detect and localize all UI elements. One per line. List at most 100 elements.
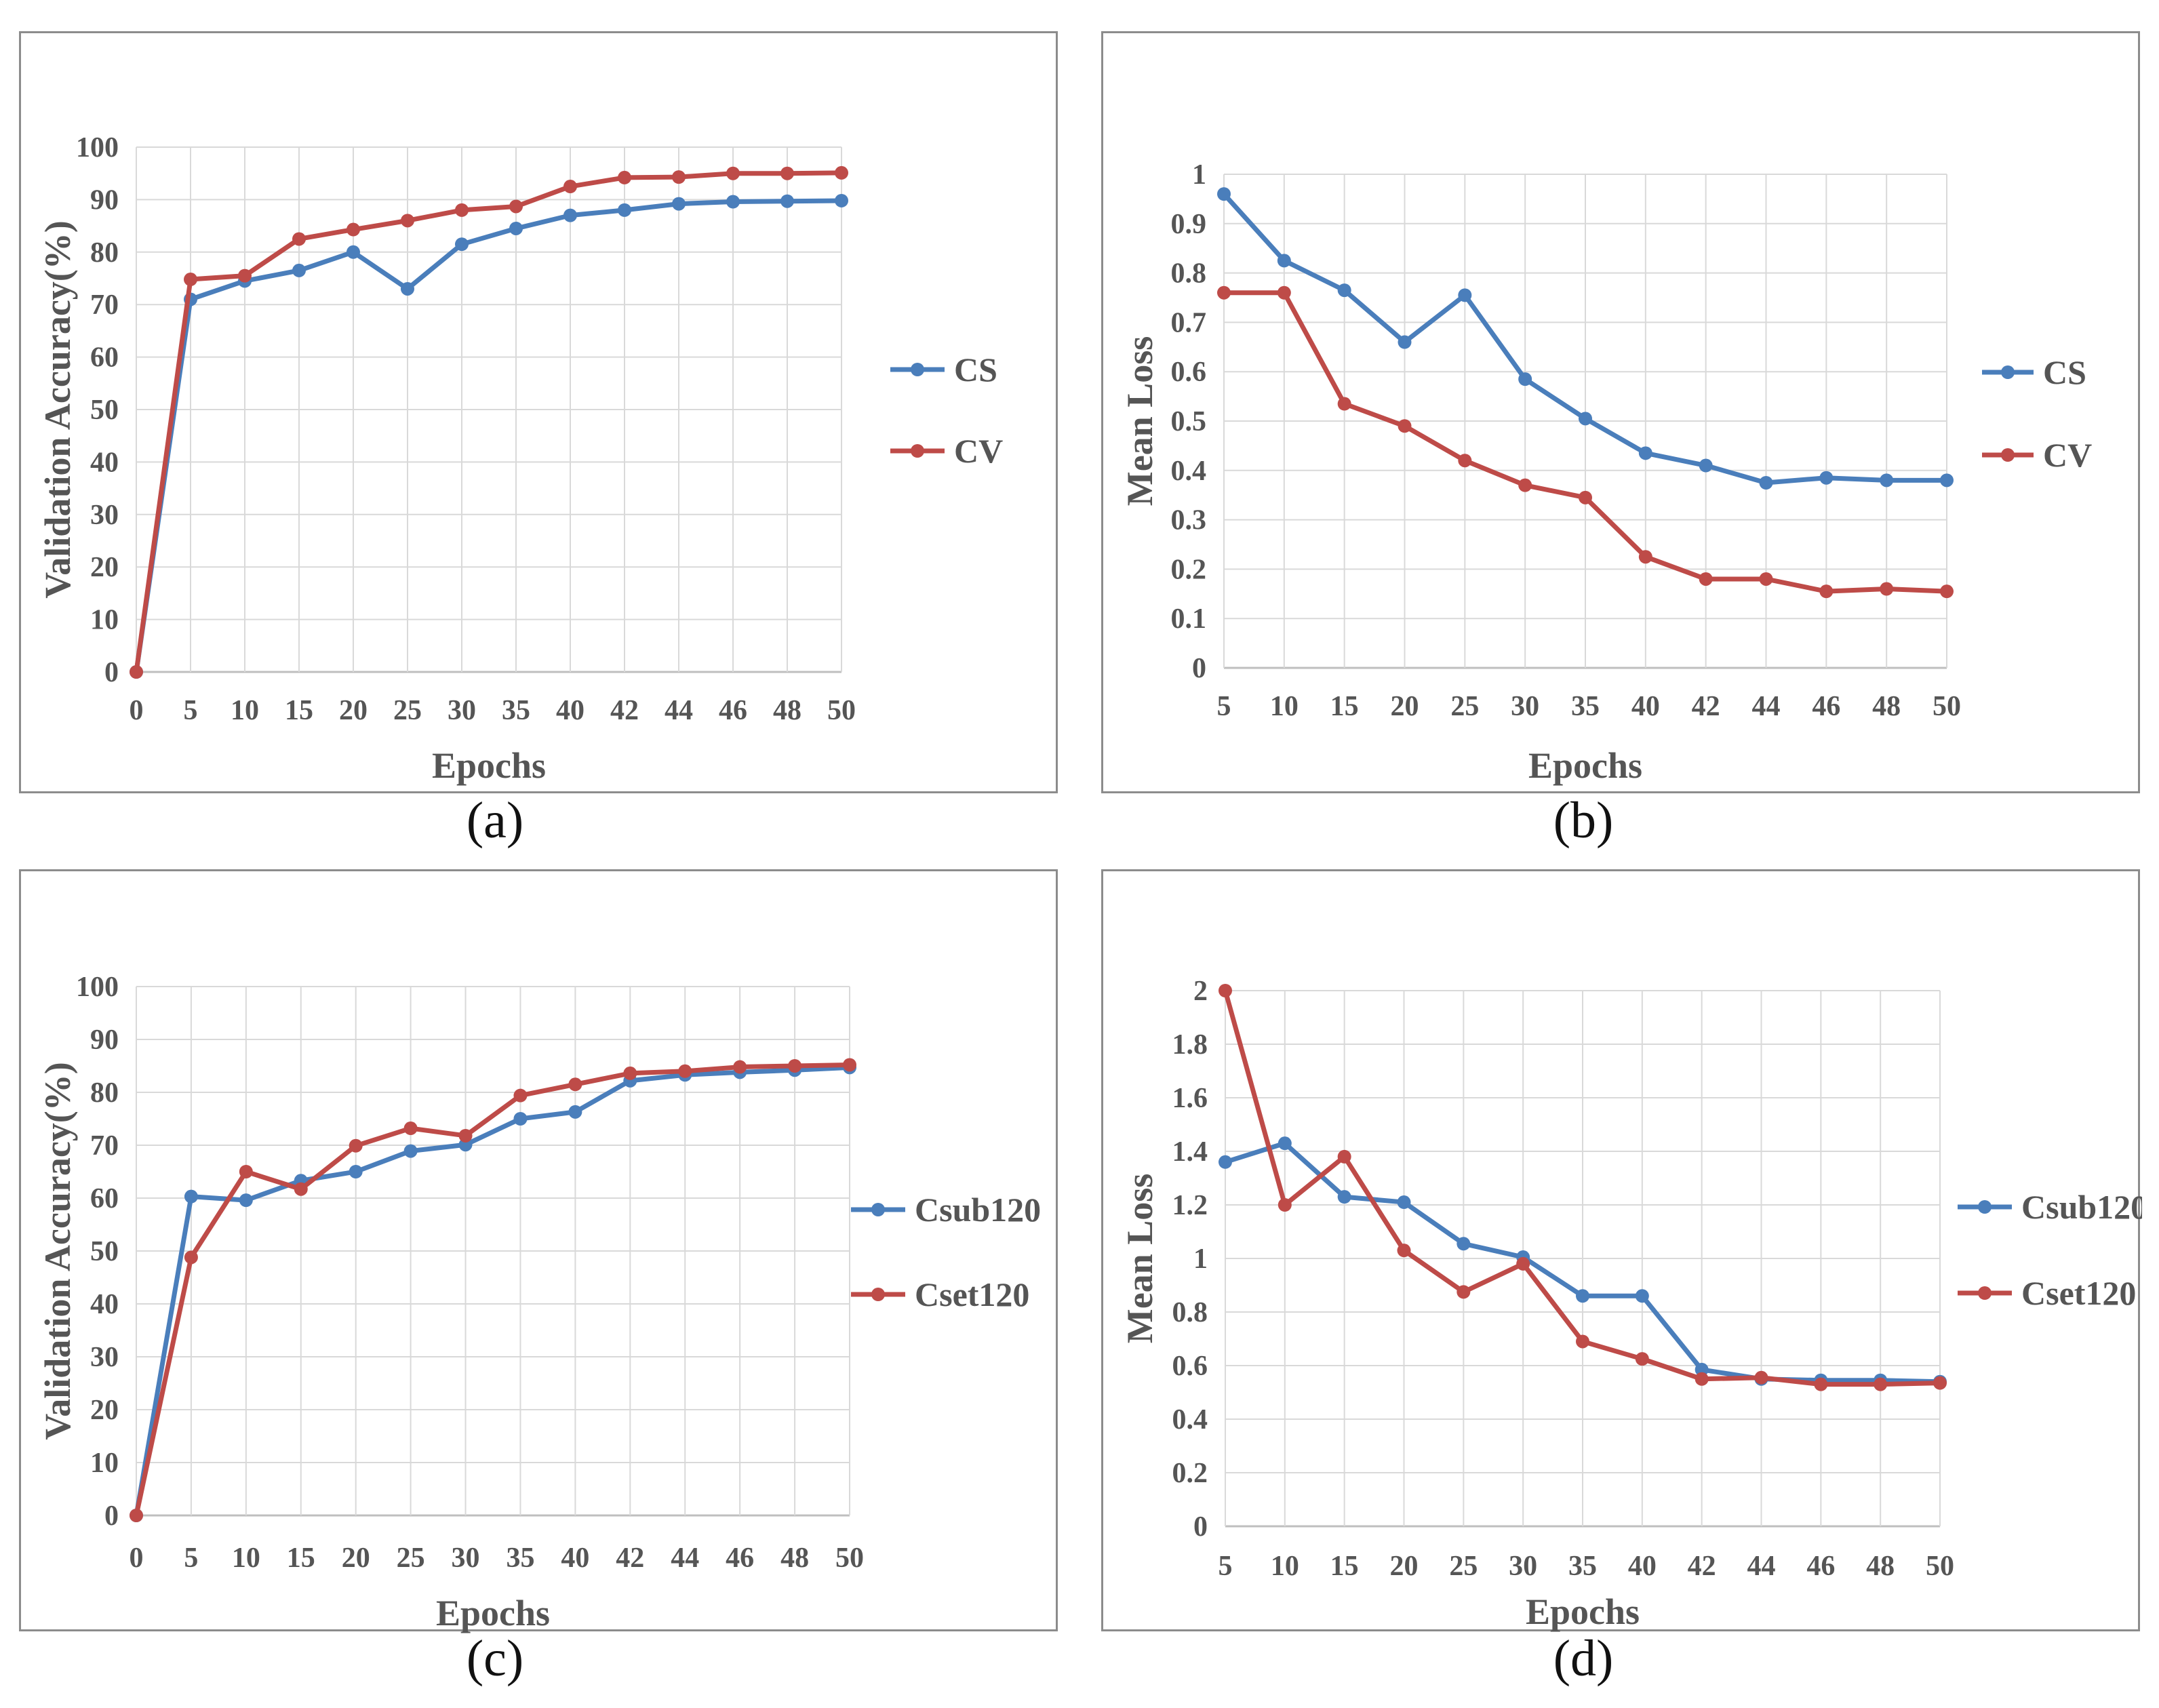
data-point [513, 1112, 528, 1126]
x-tick-label: 15 [1330, 691, 1359, 722]
data-point [1880, 473, 1894, 488]
x-tick-label: 35 [502, 695, 530, 726]
data-point [239, 1165, 253, 1178]
x-tick-label: 30 [1509, 1551, 1537, 1582]
gridlines [1225, 990, 1941, 1528]
data-point [1880, 582, 1894, 596]
data-point [1457, 1285, 1471, 1299]
x-tick-label: 35 [1568, 1551, 1597, 1582]
gridlines [136, 986, 850, 1517]
data-point [843, 1058, 856, 1072]
x-tick-label: 50 [835, 1543, 864, 1574]
legend: Csub120 Cset120 [1958, 1188, 2142, 1312]
x-tick-label: 50 [827, 695, 856, 726]
y-tick-label: 0.6 [1171, 357, 1207, 388]
series-cs [1217, 187, 1954, 490]
data-point [184, 273, 197, 287]
data-point [509, 199, 523, 214]
x-tick-label: 15 [1330, 1551, 1359, 1582]
legend-marker [1978, 1286, 1992, 1300]
y-tick-label: 0.7 [1171, 307, 1207, 338]
x-tick-label: 10 [232, 1543, 260, 1574]
x-axis-title: Epochs [436, 1593, 550, 1633]
data-point [1874, 1377, 1888, 1391]
caption-c: (c) [466, 1630, 524, 1687]
data-point [1516, 1256, 1530, 1271]
y-tick-label: 0 [104, 657, 119, 688]
x-tick-label: 25 [393, 695, 422, 726]
x-tick-label: 20 [339, 695, 368, 726]
gridlines [136, 146, 842, 673]
legend-label: Csub120 [915, 1191, 1041, 1229]
data-point [1337, 397, 1351, 411]
legend-label: CS [2043, 353, 2086, 391]
data-point [780, 166, 794, 180]
legend-label: CS [954, 351, 997, 389]
y-tick-label: 40 [90, 1289, 119, 1320]
data-point [1576, 1334, 1589, 1349]
chart-c: 0 10 20 30 40 50 60 70 80 90 100 0 5 10 15 20 25 30 35 40 42… [37, 972, 1041, 1633]
x-tick-label: 50 [1933, 691, 1961, 722]
y-tick-label: 1.6 [1172, 1083, 1208, 1114]
y-tick-label: 0 [1192, 653, 1206, 684]
data-point [1635, 1289, 1649, 1303]
x-tick-label: 46 [719, 695, 747, 726]
data-point [509, 221, 523, 235]
data-point [1699, 572, 1713, 586]
x-tick-label: 48 [773, 695, 801, 726]
y-tick-label: 0.4 [1172, 1404, 1208, 1435]
data-point [1398, 419, 1412, 433]
data-point [1458, 454, 1472, 468]
x-tick-label: 40 [1628, 1551, 1657, 1582]
x-tick-label: 42 [1688, 1551, 1716, 1582]
caption-b: (b) [1553, 792, 1614, 849]
x-tick-label: 30 [448, 695, 476, 726]
data-point [726, 195, 740, 209]
y-tick-label: 0.4 [1171, 456, 1207, 487]
x-axis-title: Epochs [1528, 745, 1642, 786]
data-point [1819, 471, 1834, 485]
y-tick-label: 20 [90, 1395, 119, 1426]
series-line [134, 1062, 850, 1516]
data-point [835, 193, 848, 207]
series-line [134, 198, 842, 673]
x-tick-label: 10 [231, 695, 259, 726]
series-csub120 [130, 1060, 856, 1522]
data-point [292, 263, 306, 277]
series-cs [130, 193, 848, 679]
y-axis-title: Validation Accuracy(%) [37, 220, 78, 598]
data-point [238, 269, 252, 283]
data-point [1458, 288, 1472, 302]
y-tick-label: 70 [90, 1130, 119, 1161]
data-point [1337, 1190, 1351, 1204]
caption-d: (d) [1553, 1630, 1614, 1687]
data-point [401, 214, 414, 228]
legend-marker [911, 363, 924, 376]
data-point [1579, 490, 1592, 504]
data-point [563, 208, 577, 222]
y-tick-label: 90 [90, 1025, 119, 1056]
data-point [1699, 458, 1713, 473]
x-tick-label: 42 [616, 1543, 644, 1574]
x-tick-label: 48 [1872, 691, 1901, 722]
data-point [346, 222, 360, 237]
data-point [1217, 187, 1231, 201]
legend-label: Csub120 [2021, 1188, 2142, 1226]
data-point [349, 1165, 363, 1178]
x-tick-label: 42 [1692, 691, 1720, 722]
x-tick-label: 46 [726, 1543, 754, 1574]
x-tick-label: 15 [285, 695, 313, 726]
y-tick-label: 50 [90, 1236, 119, 1267]
caption-a: (a) [466, 792, 524, 849]
data-point [733, 1060, 747, 1074]
y-tick-label: 70 [90, 290, 119, 321]
series-line [134, 1065, 850, 1516]
y-tick-label: 20 [90, 552, 119, 583]
x-tick-label: 0 [130, 695, 144, 726]
data-point [513, 1088, 528, 1103]
y-tick-label: 10 [90, 605, 119, 636]
y-tick-label: 0.6 [1172, 1351, 1208, 1382]
legend: Csub120 Cset120 [851, 1191, 1041, 1313]
x-tick-label: 5 [184, 695, 198, 726]
data-point [1819, 584, 1834, 599]
